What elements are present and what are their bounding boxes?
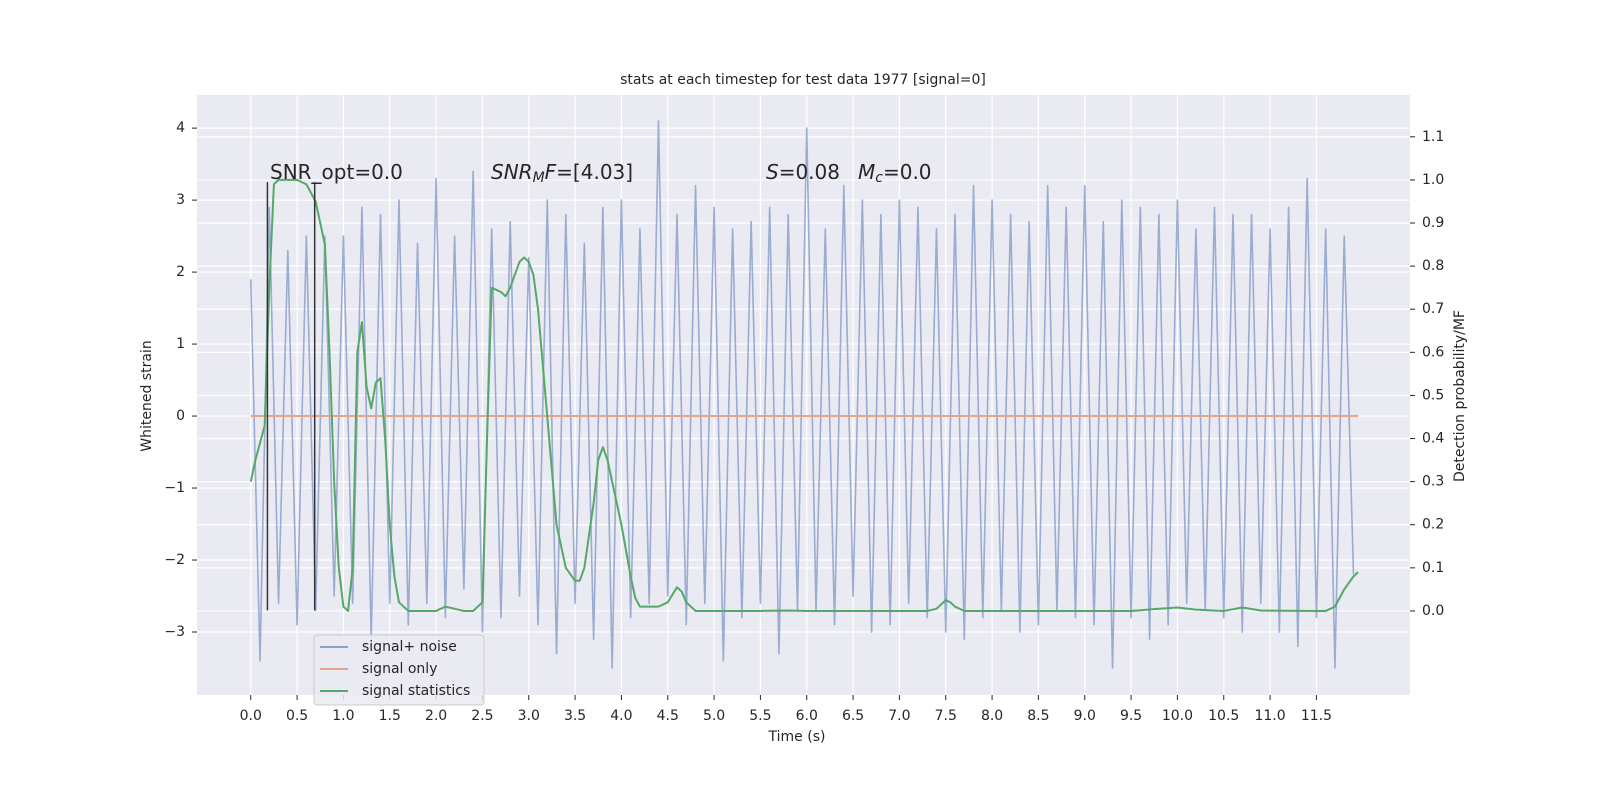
series-line bbox=[249, 120, 1355, 669]
x-tick-label: 11.5 bbox=[1301, 708, 1332, 724]
x-tick-label: 2.5 bbox=[471, 708, 493, 724]
y2-tick-label: 0.5 bbox=[1422, 387, 1444, 403]
y2-tick-label: 0.4 bbox=[1422, 431, 1444, 447]
x-tick-label: 1.5 bbox=[379, 708, 401, 724]
annotation-part: SNR bbox=[491, 160, 533, 184]
annotation-part: M bbox=[533, 170, 545, 186]
x-tick-label: 4.0 bbox=[610, 708, 632, 724]
x-tick-label: 0.5 bbox=[286, 708, 308, 724]
x-tick-label: 10.5 bbox=[1208, 708, 1239, 724]
x-tick-label: 10.0 bbox=[1162, 708, 1193, 724]
y-tick-label: −3 bbox=[164, 624, 185, 640]
annotation-part: SNR_opt=0.0 bbox=[270, 160, 403, 184]
y2-tick-label: 0.3 bbox=[1422, 474, 1444, 490]
y2-tick-label: 0.1 bbox=[1422, 560, 1444, 576]
legend-label: signal+ noise bbox=[362, 639, 457, 655]
annotation: S=0.08 bbox=[766, 160, 840, 184]
y-tick-label: 3 bbox=[176, 192, 185, 208]
annotation: Mc=0.0 bbox=[858, 160, 932, 187]
y2-tick-label: 0.8 bbox=[1422, 258, 1444, 274]
y-tick-label: 2 bbox=[176, 264, 185, 280]
x-tick-label: 2.0 bbox=[425, 708, 447, 724]
y2-tick-label: 0.7 bbox=[1422, 301, 1444, 317]
x-tick-label: 1.0 bbox=[332, 708, 354, 724]
legend-label: signal statistics bbox=[362, 683, 470, 699]
annotation-part: F bbox=[545, 160, 557, 184]
annotation: SNR_opt=0.0 bbox=[270, 160, 403, 184]
y2-tick-label: 0.6 bbox=[1422, 344, 1444, 360]
x-tick-label: 7.5 bbox=[935, 708, 957, 724]
y2-tick-label: 0.0 bbox=[1422, 603, 1444, 619]
annotation-part: M bbox=[858, 160, 875, 184]
y2-tick-label: 1.1 bbox=[1422, 129, 1444, 145]
x-tick-label: 0.0 bbox=[240, 708, 262, 724]
annotation-part: =0.08 bbox=[779, 160, 840, 184]
x-tick-label: 5.0 bbox=[703, 708, 725, 724]
y2-tick-label: 1.0 bbox=[1422, 172, 1444, 188]
y-tick-label: 4 bbox=[176, 120, 185, 136]
annotation-part: c bbox=[875, 170, 883, 186]
y-tick-label: −1 bbox=[164, 480, 185, 496]
legend: signal+ noise signal only signal statistic… bbox=[313, 634, 485, 706]
x-tick-label: 5.5 bbox=[749, 708, 771, 724]
annotation-part: =[4.03] bbox=[556, 160, 633, 184]
x-tick-label: 7.0 bbox=[888, 708, 910, 724]
series-line bbox=[249, 178, 1359, 612]
y-tick-label: 1 bbox=[176, 336, 185, 352]
x-tick-label: 11.0 bbox=[1254, 708, 1285, 724]
annotation-part: =0.0 bbox=[883, 160, 932, 184]
y-tick-label: 0 bbox=[176, 408, 185, 424]
x-tick-label: 6.0 bbox=[796, 708, 818, 724]
y-tick-label: −2 bbox=[164, 552, 185, 568]
x-tick-label: 3.0 bbox=[518, 708, 540, 724]
marks bbox=[249, 120, 1359, 669]
annotation: SNRMF=[4.03] bbox=[491, 160, 633, 187]
chart-title: stats at each timestep for test data 197… bbox=[620, 72, 986, 88]
y2-axis-label: Detection probability/MF bbox=[1452, 310, 1468, 482]
x-tick-label: 9.5 bbox=[1120, 708, 1142, 724]
labels: 0.0 0.5 1.0 1.5 2.0 2.5 3.0 3.5 4.0 4.5 5.0 5.5 6.0 6… bbox=[164, 120, 1444, 724]
x-tick-label: 4.5 bbox=[657, 708, 679, 724]
y-axis-label: Whitened strain bbox=[139, 340, 155, 451]
x-tick-label: 6.5 bbox=[842, 708, 864, 724]
y2-tick-label: 0.9 bbox=[1422, 215, 1444, 231]
x-axis-label: Time (s) bbox=[768, 729, 826, 745]
x-tick-label: 8.0 bbox=[981, 708, 1003, 724]
x-tick-label: 9.0 bbox=[1074, 708, 1096, 724]
y2-tick-label: 0.2 bbox=[1422, 517, 1444, 533]
legend-label: signal only bbox=[362, 661, 437, 677]
annotation-part: S bbox=[766, 160, 779, 184]
x-tick-label: 3.5 bbox=[564, 708, 586, 724]
legend-box bbox=[313, 634, 485, 706]
x-tick-label: 8.5 bbox=[1027, 708, 1049, 724]
